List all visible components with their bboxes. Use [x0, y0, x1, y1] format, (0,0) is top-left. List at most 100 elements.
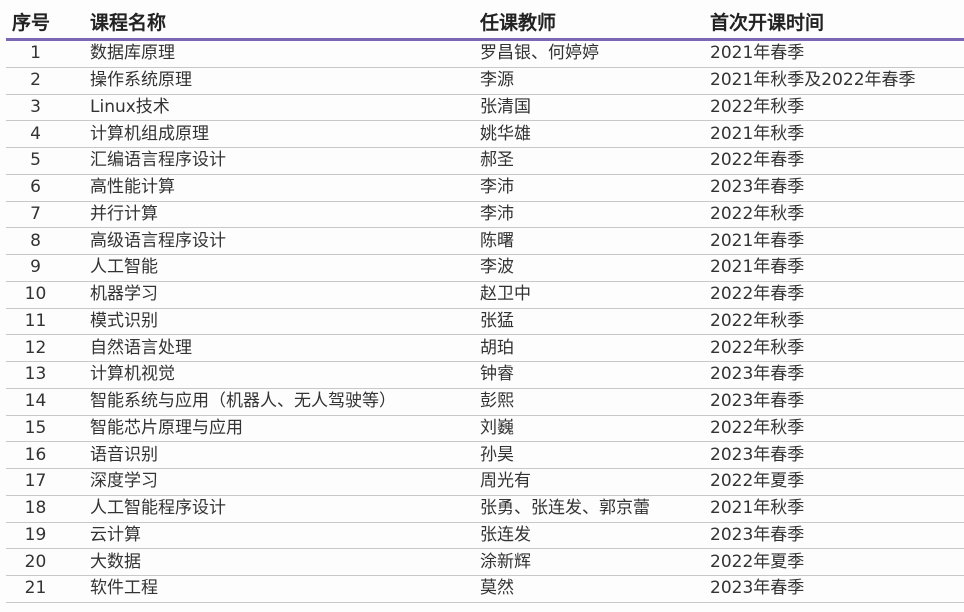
course-name-cell: 云计算 [65, 522, 480, 550]
teacher-cell: 彭熙 [480, 388, 710, 416]
index-cell: 7 [6, 201, 65, 229]
table-row: 18 人工智能程序设计 张勇、张连发、郭京蕾 2021年秋季 [6, 495, 964, 523]
header-first-offered: 首次开课时间 [710, 5, 964, 41]
teacher-cell: 陈曙 [480, 227, 710, 255]
index-cell: 9 [6, 254, 65, 282]
header-course-name: 课程名称 [65, 5, 480, 41]
index-cell: 18 [6, 495, 65, 523]
table-row: 7 并行计算 李沛 2022年秋季 [6, 201, 964, 229]
table-row: 9 人工智能 李波 2021年春季 [6, 254, 964, 282]
index-cell: 15 [6, 415, 65, 443]
teacher-cell: 钟睿 [480, 361, 710, 389]
first-offered-cell: 2023年春季 [710, 522, 964, 550]
teacher-cell: 张连发 [480, 522, 710, 550]
table-row: 6 高性能计算 李沛 2023年春季 [6, 174, 964, 202]
course-name-cell: 人工智能程序设计 [65, 495, 480, 523]
index-cell: 4 [6, 120, 65, 148]
teacher-cell: 李沛 [480, 201, 710, 229]
course-name-cell: 大数据 [65, 548, 480, 576]
course-name-cell: 数据库原理 [65, 39, 480, 68]
first-offered-cell: 2023年春季 [710, 174, 964, 202]
table-row: 21 软件工程 莫然 2023年春季 [6, 575, 964, 603]
teacher-cell: 张猛 [480, 308, 710, 336]
first-offered-cell: 2021年秋季 [710, 120, 964, 148]
course-table: 序号 课程名称 任课教师 首次开课时间 1 数据库原理 罗昌银、何婷婷 2021年春季… [6, 5, 964, 603]
header-index: 序号 [6, 5, 65, 41]
first-offered-cell: 2022年夏季 [710, 468, 964, 496]
teacher-cell: 李沛 [480, 174, 710, 202]
index-cell: 5 [6, 147, 65, 175]
table-row: 15 智能芯片原理与应用 刘巍 2022年秋季 [6, 415, 964, 443]
course-name-cell: 模式识别 [65, 308, 480, 336]
index-cell: 16 [6, 441, 65, 469]
first-offered-cell: 2022年秋季 [710, 94, 964, 122]
course-name-cell: 机器学习 [65, 281, 480, 309]
course-name-cell: 自然语言处理 [65, 334, 480, 362]
index-cell: 17 [6, 468, 65, 496]
table-row: 12 自然语言处理 胡珀 2022年秋季 [6, 334, 964, 362]
teacher-cell: 姚华雄 [480, 120, 710, 148]
first-offered-cell: 2021年春季 [710, 254, 964, 282]
index-cell: 11 [6, 308, 65, 336]
first-offered-cell: 2023年春季 [710, 361, 964, 389]
index-cell: 10 [6, 281, 65, 309]
table-row: 17 深度学习 周光有 2022年夏季 [6, 468, 964, 496]
teacher-cell: 张勇、张连发、郭京蕾 [480, 495, 710, 523]
first-offered-cell: 2022年秋季 [710, 308, 964, 336]
first-offered-cell: 2022年春季 [710, 147, 964, 175]
teacher-cell: 莫然 [480, 575, 710, 603]
table-row: 8 高级语言程序设计 陈曙 2021年春季 [6, 227, 964, 255]
index-cell: 14 [6, 388, 65, 416]
table-row: 16 语音识别 孙昊 2023年春季 [6, 441, 964, 469]
index-cell: 13 [6, 361, 65, 389]
first-offered-cell: 2021年春季 [710, 227, 964, 255]
first-offered-cell: 2022年秋季 [710, 201, 964, 229]
course-name-cell: 人工智能 [65, 254, 480, 282]
table-row: 19 云计算 张连发 2023年春季 [6, 522, 964, 550]
header-teacher: 任课教师 [480, 5, 710, 41]
course-name-cell: 并行计算 [65, 201, 480, 229]
course-name-cell: 智能系统与应用（机器人、无人驾驶等） [65, 388, 480, 416]
teacher-cell: 涂新辉 [480, 548, 710, 576]
teacher-cell: 胡珀 [480, 334, 710, 362]
course-name-cell: 高性能计算 [65, 174, 480, 202]
teacher-cell: 周光有 [480, 468, 710, 496]
index-cell: 3 [6, 94, 65, 122]
first-offered-cell: 2022年秋季 [710, 415, 964, 443]
index-cell: 8 [6, 227, 65, 255]
teacher-cell: 罗昌银、何婷婷 [480, 39, 710, 68]
first-offered-cell: 2022年夏季 [710, 548, 964, 576]
table-row: 4 计算机组成原理 姚华雄 2021年秋季 [6, 120, 964, 148]
course-name-cell: 语音识别 [65, 441, 480, 469]
index-cell: 1 [6, 39, 65, 68]
course-name-cell: 深度学习 [65, 468, 480, 496]
first-offered-cell: 2023年春季 [710, 575, 964, 603]
first-offered-cell: 2022年秋季 [710, 334, 964, 362]
table-row: 2 操作系统原理 李源 2021年秋季及2022年春季 [6, 67, 964, 95]
course-name-cell: 软件工程 [65, 575, 480, 603]
table-row: 3 Linux技术 张清国 2022年秋季 [6, 94, 964, 122]
index-cell: 21 [6, 575, 65, 603]
index-cell: 19 [6, 522, 65, 550]
course-name-cell: 计算机视觉 [65, 361, 480, 389]
first-offered-cell: 2023年春季 [710, 388, 964, 416]
teacher-cell: 郝圣 [480, 147, 710, 175]
index-cell: 20 [6, 548, 65, 576]
table-row: 1 数据库原理 罗昌银、何婷婷 2021年春季 [6, 39, 964, 68]
course-name-cell: 智能芯片原理与应用 [65, 415, 480, 443]
course-name-cell: 汇编语言程序设计 [65, 147, 480, 175]
first-offered-cell: 2023年春季 [710, 441, 964, 469]
table-row: 14 智能系统与应用（机器人、无人驾驶等） 彭熙 2023年春季 [6, 388, 964, 416]
index-cell: 6 [6, 174, 65, 202]
table-row: 10 机器学习 赵卫中 2022年春季 [6, 281, 964, 309]
first-offered-cell: 2021年秋季 [710, 495, 964, 523]
table-row: 11 模式识别 张猛 2022年秋季 [6, 308, 964, 336]
course-name-cell: 计算机组成原理 [65, 120, 480, 148]
index-cell: 12 [6, 334, 65, 362]
teacher-cell: 张清国 [480, 94, 710, 122]
teacher-cell: 李源 [480, 67, 710, 95]
course-name-cell: 高级语言程序设计 [65, 227, 480, 255]
teacher-cell: 孙昊 [480, 441, 710, 469]
table-row: 13 计算机视觉 钟睿 2023年春季 [6, 361, 964, 389]
course-name-cell: 操作系统原理 [65, 67, 480, 95]
